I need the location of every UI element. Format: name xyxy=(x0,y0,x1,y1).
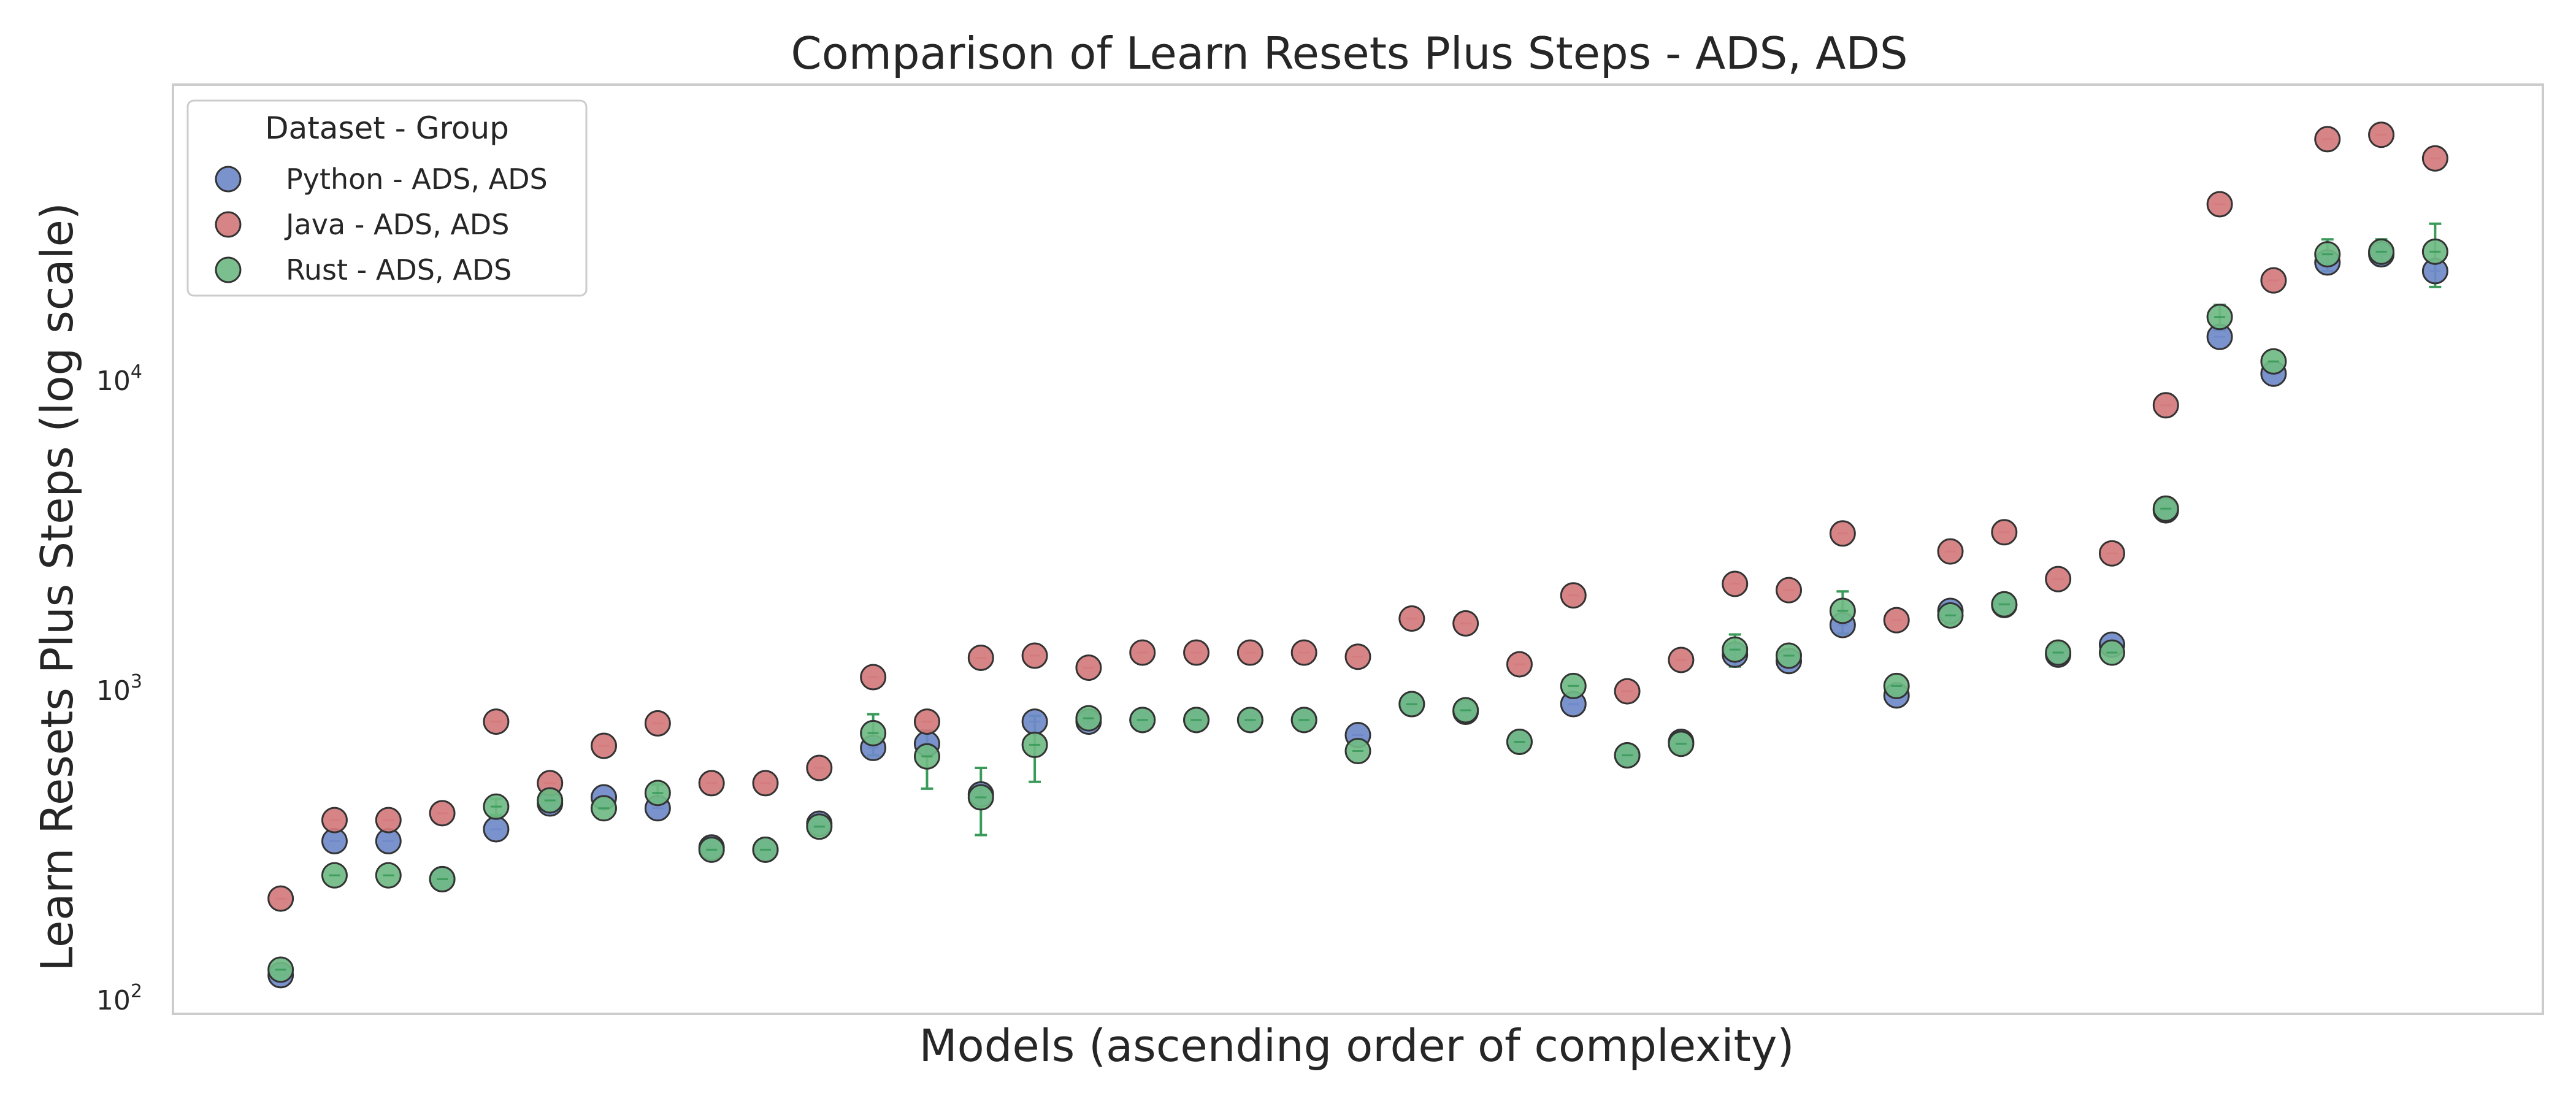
legend-marker xyxy=(215,211,242,238)
legend-title: Dataset - Group xyxy=(265,110,509,146)
y-tick-label: 103 xyxy=(96,671,142,707)
y-tick-label: 104 xyxy=(96,361,142,397)
legend-marker xyxy=(215,166,242,193)
x-axis-label: Models (ascending order of complexity) xyxy=(919,1020,1795,1071)
legend-entry-label: Java - ADS, ADS xyxy=(284,208,509,241)
legend-entry-label: Python - ADS, ADS xyxy=(286,163,548,196)
y-axis-label: Learn Resets Plus Steps (log scale) xyxy=(31,202,83,972)
chart-title: Comparison of Learn Resets Plus Steps - … xyxy=(791,28,1907,79)
legend-box xyxy=(186,99,588,297)
legend: Dataset - Group Python - ADS, ADS Java - A… xyxy=(186,99,588,297)
legend-entry-label: Rust - ADS, ADS xyxy=(286,253,512,286)
legend-marker xyxy=(215,256,242,283)
y-tick-label: 102 xyxy=(96,981,142,1016)
